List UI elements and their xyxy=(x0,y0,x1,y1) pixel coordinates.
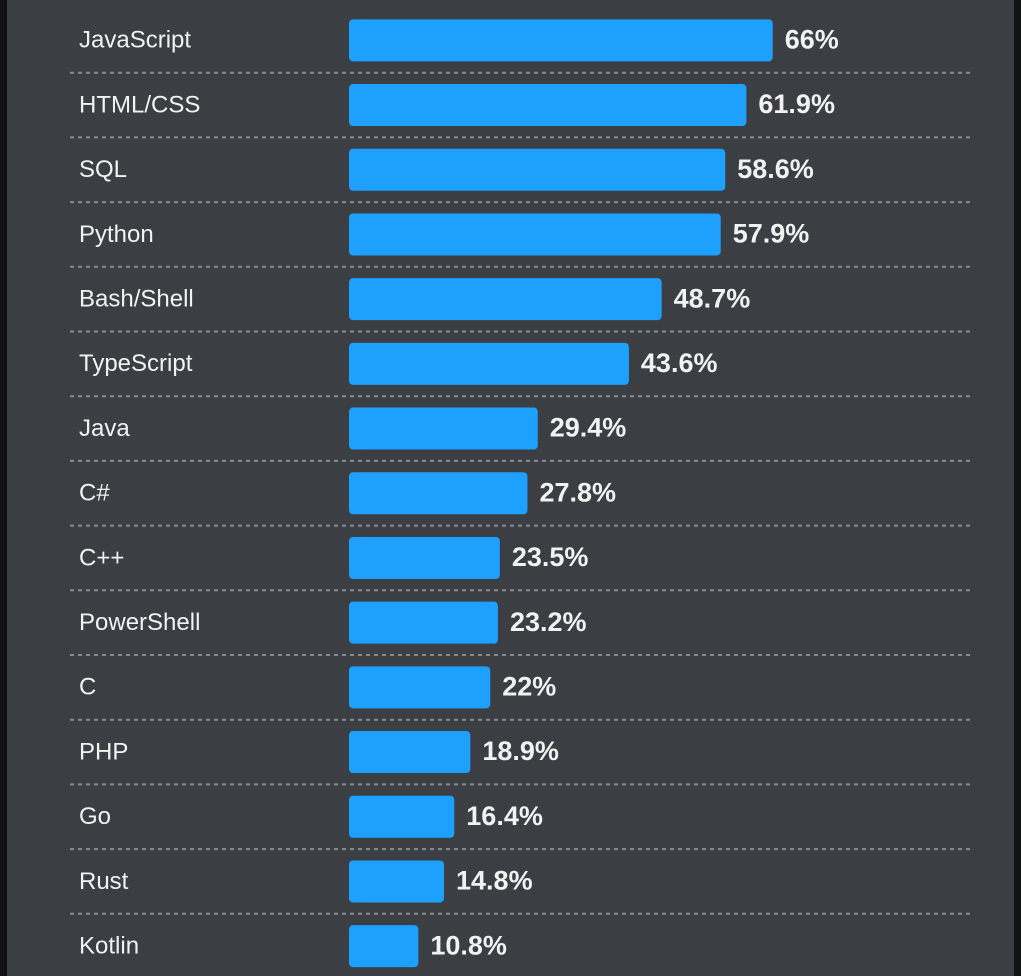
bar xyxy=(349,213,721,256)
value-label: 43.6% xyxy=(641,348,718,378)
category-label: PHP xyxy=(79,738,128,765)
category-label: TypeScript xyxy=(79,350,193,377)
category-label: C# xyxy=(79,480,110,507)
category-label: Java xyxy=(79,415,130,442)
category-label: PowerShell xyxy=(79,609,200,636)
bar xyxy=(349,731,471,774)
bar-row: PHP 18.9% xyxy=(70,731,970,786)
category-label: SQL xyxy=(79,156,127,183)
bar xyxy=(349,148,726,191)
bar-row: Go 16.4% xyxy=(70,795,970,851)
bar xyxy=(349,536,500,579)
bar-row: JavaScript 66% xyxy=(70,19,970,74)
value-label: 66% xyxy=(785,24,839,54)
bar-row: TypeScript 43.6% xyxy=(70,342,970,398)
bar xyxy=(349,84,747,127)
bar-row: PowerShell 23.2% xyxy=(70,601,970,656)
bar xyxy=(349,860,445,903)
bar-row: C 22% xyxy=(70,666,970,721)
category-label: JavaScript xyxy=(79,27,191,54)
bar-row: Rust 14.8% xyxy=(70,860,970,915)
category-label: C xyxy=(79,674,96,701)
category-label: Rust xyxy=(79,868,129,895)
bar xyxy=(349,342,629,385)
bar-row: C# 27.8% xyxy=(70,472,970,527)
bar-row: Kotlin 10.8% xyxy=(79,925,507,968)
bar-row: Bash/Shell 48.7% xyxy=(70,278,970,333)
category-label: Go xyxy=(79,803,111,830)
bar-row: Java 29.4% xyxy=(70,407,970,462)
value-label: 57.9% xyxy=(733,219,810,249)
bar xyxy=(349,472,528,515)
bar xyxy=(349,795,455,838)
value-label: 27.8% xyxy=(539,477,616,507)
value-label: 58.6% xyxy=(737,154,814,184)
bar xyxy=(349,407,538,450)
value-label: 48.7% xyxy=(674,283,751,313)
bar xyxy=(349,19,773,62)
category-label: Python xyxy=(79,221,154,248)
value-label: 23.2% xyxy=(510,607,587,637)
value-label: 29.4% xyxy=(550,413,627,443)
bar xyxy=(349,666,491,709)
value-label: 16.4% xyxy=(466,801,543,831)
category-label: HTML/CSS xyxy=(79,91,200,118)
bar-row: SQL 58.6% xyxy=(70,148,970,204)
bar-row: Python 57.9% xyxy=(70,213,970,268)
value-label: 23.5% xyxy=(512,542,589,572)
value-label: 61.9% xyxy=(758,89,835,119)
bar xyxy=(349,925,419,968)
bar-row: C++ 23.5% xyxy=(70,536,970,592)
bar-row: HTML/CSS 61.9% xyxy=(70,84,970,139)
category-label: Kotlin xyxy=(79,932,139,959)
category-label: C++ xyxy=(79,544,124,571)
bar xyxy=(349,601,498,644)
value-label: 10.8% xyxy=(430,930,507,960)
value-label: 18.9% xyxy=(482,736,559,766)
value-label: 22% xyxy=(502,671,556,701)
bar xyxy=(349,278,662,321)
value-label: 14.8% xyxy=(456,866,533,896)
category-label: Bash/Shell xyxy=(79,285,194,312)
